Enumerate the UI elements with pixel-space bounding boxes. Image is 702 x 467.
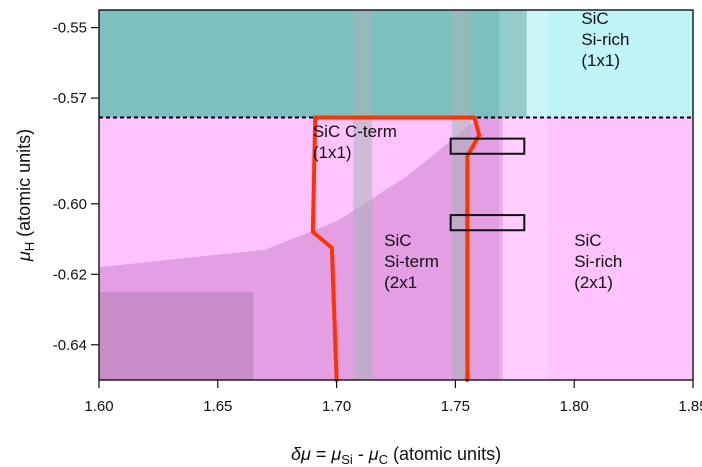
region-labels: SiC Si-rich (1x1) SiC C-term (1x1) SiC Si-term… [313, 9, 630, 292]
region-label-1-line-1: SiC [581, 9, 608, 28]
x-axis-label-units: (atomic units) [388, 444, 501, 464]
x-tick-label: 1.70 [322, 398, 351, 415]
y-axis-label-units: (atomic units) [14, 129, 34, 242]
y-tick-label: -0.57 [53, 90, 87, 107]
shaded-stripe [353, 10, 373, 380]
y-axis-label-mu: μ [14, 251, 34, 262]
region-label-3-line-3: (2x1 [384, 273, 417, 292]
shaded-stripe [525, 10, 549, 380]
x-axis-label-minus: - [353, 444, 369, 464]
stability-rectangles [449, 137, 526, 232]
y-axis-label-h-subscript: H [22, 242, 37, 251]
y-tick-label: -0.55 [53, 20, 87, 37]
si-rich-1x1-region [526, 10, 693, 118]
y-tick-label: -0.64 [53, 337, 87, 354]
stability-rectangle-1 [449, 137, 526, 155]
x-tick-label: 1.85 [678, 398, 702, 415]
x-axis-label-c-subscript: C [379, 452, 388, 467]
y-axis-ticks: -0.55 -0.57 -0.60 -0.62 -0.64 [53, 20, 99, 354]
x-axis-label-delta-mu: δμ [291, 444, 311, 464]
y-tick-label: -0.62 [53, 266, 87, 283]
region-label-2-line-2: (1x1) [313, 143, 352, 162]
plot-frame [98, 9, 694, 381]
x-tick-label: 1.60 [84, 398, 113, 415]
x-tick-label: 1.65 [203, 398, 232, 415]
x-tick-label: 1.80 [560, 398, 589, 415]
x-axis-label: δμ = μSi - μC (atomic units) [291, 444, 501, 467]
shaded-stripe [499, 10, 526, 380]
x-axis-label-mu-si: μ [330, 444, 341, 464]
region-label-3-line-2: Si-term [384, 252, 439, 271]
left-phase-boundary [310, 115, 339, 382]
x-tick-label: 1.75 [441, 398, 470, 415]
stability-rectangle-2 [449, 214, 526, 232]
x-axis-label-mu-c: μ [368, 444, 379, 464]
region-label-3-line-1: SiC [384, 231, 411, 250]
x-axis-ticks: 1.60 1.65 1.70 1.75 1.80 1.85 [84, 380, 702, 415]
region-label-4-line-2: Si-rich [574, 252, 622, 271]
x-axis-label-si-subscript: Si [341, 452, 353, 467]
region-label-1-line-2: Si-rich [581, 30, 629, 49]
x-axis-label-equals: = [311, 444, 332, 464]
y-axis-label: μH (atomic units) [14, 129, 37, 262]
region-label-1-line-3: (1x1) [581, 51, 620, 70]
region-label-2-line-1: SiC C-term [313, 122, 397, 141]
plot-area [99, 10, 693, 380]
y-tick-label: -0.60 [53, 196, 87, 213]
dark-magenta-region [99, 291, 254, 380]
region-label-4-line-1: SiC [574, 231, 601, 250]
region-label-4-line-3: (2x1) [574, 273, 613, 292]
